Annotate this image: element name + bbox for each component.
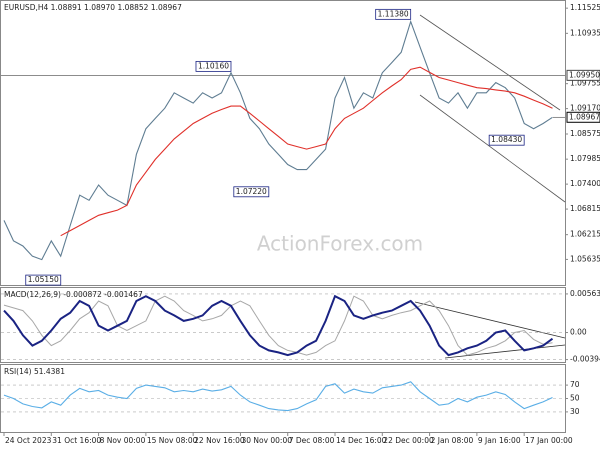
y-tick-label: 1.05635 xyxy=(570,254,600,263)
annotation-box xyxy=(233,186,270,198)
y-tick-label: 0.005635 xyxy=(570,289,600,298)
annotation-label: 1.07220 xyxy=(236,187,267,196)
annotation-box xyxy=(375,8,412,20)
y-tick-label: -0.003949 xyxy=(570,355,600,364)
series-line xyxy=(3,19,553,261)
y-tick-label: 1.08575 xyxy=(570,129,600,138)
price-box-label: 1.08967 xyxy=(569,112,600,121)
y-tick-label: 1.06215 xyxy=(570,230,600,239)
y-tick-label: 30 xyxy=(570,407,580,416)
y-tick-label: 50 xyxy=(570,394,580,403)
x-tick-label: 22 Nov 16:00 xyxy=(194,436,245,445)
macd-trendline xyxy=(414,301,566,339)
y-tick-label: 1.06815 xyxy=(570,204,600,213)
channel-upper xyxy=(419,14,561,111)
channel-lower xyxy=(419,94,566,203)
annotation-label: 1.10160 xyxy=(198,61,229,70)
watermark: ActionForex.com xyxy=(257,232,423,256)
x-tick-label: 2 Jan 08:00 xyxy=(431,436,474,445)
annotation-box xyxy=(488,134,525,146)
x-tick-label: 17 Jan 00:00 xyxy=(525,436,573,445)
x-tick-label: 22 Dec 00:00 xyxy=(383,436,434,445)
series-line xyxy=(3,295,553,356)
series-line xyxy=(3,294,554,357)
y-tick-label: 1.09170 xyxy=(570,104,600,113)
annotation-label: 1.08430 xyxy=(491,135,522,144)
x-tick-label: 9 Jan 16:00 xyxy=(478,436,521,445)
series-line xyxy=(3,381,553,412)
macd-panel xyxy=(0,287,566,363)
annotation-label: 1.05150 xyxy=(28,275,59,284)
annotation-label: 1.11380 xyxy=(378,9,409,18)
macd-trendline xyxy=(444,344,566,359)
x-tick-label: 8 Nov 00:00 xyxy=(100,436,146,445)
y-tick-label: 70 xyxy=(570,380,580,389)
x-tick-label: 30 Nov 00:00 xyxy=(241,436,292,445)
annotation-box xyxy=(195,60,232,72)
x-tick-label: 31 Oct 16:00 xyxy=(52,436,101,445)
x-tick-label: 24 Oct 2023 xyxy=(5,436,52,445)
x-tick-label: 7 Dec 08:00 xyxy=(289,436,335,445)
y-tick-label: 1.07985 xyxy=(570,154,600,163)
panel-title: MACD(12,26,9) -0.000872 -0.001467 xyxy=(4,290,143,299)
price-box xyxy=(566,111,600,123)
y-tick-label: 1.09755 xyxy=(570,79,600,88)
price-panel xyxy=(0,0,566,286)
series-line xyxy=(60,66,553,237)
x-tick-label: 15 Nov 08:00 xyxy=(147,436,198,445)
panel-title: RSI(14) 51.4381 xyxy=(4,367,65,376)
x-tick-label: 14 Dec 16:00 xyxy=(336,436,387,445)
y-tick-label: 1.10935 xyxy=(570,28,600,37)
price-box xyxy=(566,69,600,81)
panel-title: EURUSD,H4 1.08891 1.08970 1.08852 1.0896… xyxy=(4,3,182,12)
y-tick-label: 0.00 xyxy=(570,328,587,337)
y-tick-label: 1.07400 xyxy=(570,179,600,188)
annotation-box xyxy=(25,274,62,286)
price-box-label: 1.09950 xyxy=(569,70,600,79)
y-tick-label: 1.11525 xyxy=(570,3,600,12)
